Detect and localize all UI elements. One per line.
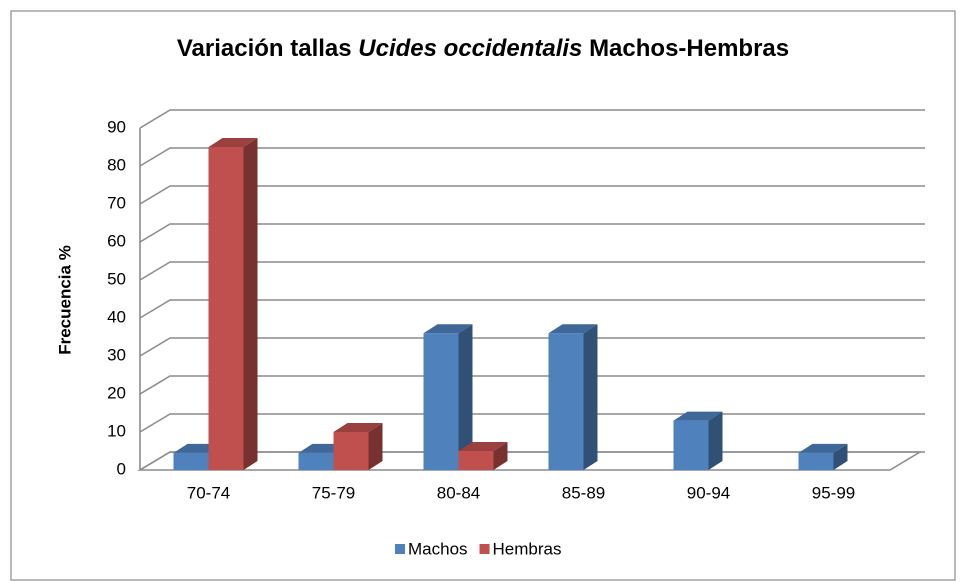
- bar: [458, 451, 494, 470]
- legend-swatch: [395, 544, 405, 554]
- grid-line: [139, 299, 925, 319]
- bar-side: [243, 138, 258, 470]
- bar-side: [458, 324, 473, 470]
- bar-side: [708, 411, 723, 470]
- bar: [423, 333, 459, 470]
- x-tick-label: 75-79: [312, 483, 355, 502]
- x-tick-label: 85-89: [562, 483, 605, 502]
- title-part: Ucides occidentalis: [358, 35, 582, 62]
- x-tick-label: 80-84: [437, 483, 480, 502]
- bar: [673, 420, 709, 470]
- bar: [333, 432, 369, 470]
- grid-line: [139, 337, 925, 357]
- grid-line: [139, 109, 925, 129]
- chart-title: Variación tallas Ucides occidentalis Mac…: [177, 35, 789, 62]
- x-tick-label: 70-74: [187, 483, 230, 502]
- y-tick-label: 70: [107, 193, 126, 212]
- y-tick-label: 50: [107, 269, 126, 288]
- bar-side: [493, 442, 508, 470]
- legend-swatch: [479, 544, 490, 554]
- title-part: Variación tallas: [177, 35, 352, 62]
- chart-border: [10, 10, 956, 581]
- bar-top: [548, 324, 598, 334]
- grid-line: [139, 375, 925, 395]
- x-tick-label: 95-99: [812, 483, 855, 502]
- bar-top: [208, 138, 258, 147]
- y-tick-label: 80: [107, 155, 126, 174]
- y-tick-label: 20: [107, 383, 126, 402]
- bar: [298, 452, 334, 470]
- bar-side: [833, 443, 848, 470]
- bar: [548, 333, 584, 470]
- bar-top: [673, 411, 723, 421]
- bar-top: [333, 423, 383, 432]
- y-tick-label: 90: [107, 117, 126, 136]
- grid-line: [139, 413, 925, 433]
- grid-line: [139, 261, 925, 281]
- bar: [798, 452, 834, 470]
- bar: [173, 452, 209, 470]
- y-tick-label: 30: [107, 345, 126, 364]
- y-tick-label: 0: [117, 459, 126, 478]
- y-tick-label: 40: [107, 307, 126, 326]
- bar-side: [583, 324, 598, 470]
- bar-top: [423, 324, 473, 334]
- grid-line: [139, 147, 925, 167]
- y-tick-label: 10: [107, 421, 126, 440]
- y-tick-label: 60: [107, 231, 126, 250]
- grid-line: [139, 223, 925, 243]
- grid-line: [139, 185, 925, 205]
- bar: [208, 147, 244, 470]
- bar-top: [458, 442, 508, 451]
- legend-label: Machos: [408, 539, 468, 558]
- y-axis-label: Frecuencia %: [55, 245, 74, 355]
- title-part: Machos-Hembras: [589, 35, 789, 62]
- x-tick-label: 90-94: [687, 483, 730, 502]
- bar-side: [368, 423, 383, 470]
- grid-line: [139, 451, 925, 471]
- bar-top: [798, 443, 848, 453]
- legend-label: Hembras: [493, 539, 562, 558]
